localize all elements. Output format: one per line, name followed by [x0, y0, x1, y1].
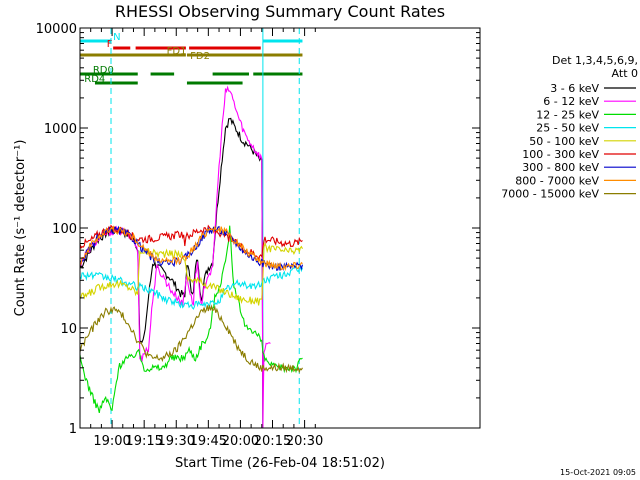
flag-label-n: N: [113, 32, 120, 43]
chart-title: RHESSI Observing Summary Count Rates: [115, 2, 445, 21]
flag-label-rd4: RD4: [84, 74, 105, 85]
x-tick-label: 20:30: [286, 434, 323, 449]
flag-label-fd1: FD1: [167, 46, 187, 57]
series-line-0: [79, 117, 264, 429]
y-tick-label: 10000: [36, 22, 77, 37]
legend-label-3: 25 - 50 keV: [536, 122, 599, 135]
series-line-5: [79, 224, 303, 260]
legend-header-line-1: Det 1,3,4,5,6,9,: [552, 54, 638, 67]
series-line-7: [79, 225, 303, 272]
x-axis-label: Start Time (26-Feb-04 18:51:02): [175, 456, 385, 471]
y-tick-label: 10: [60, 322, 77, 337]
y-tick-label: 1: [69, 422, 77, 437]
legend-label-7: 800 - 7000 keV: [515, 174, 599, 187]
y-axis-label: Count Rate (s⁻¹ detector⁻¹): [13, 140, 28, 317]
flag-label-rd0: RD0: [93, 65, 114, 76]
legend-label-4: 50 - 100 keV: [529, 135, 599, 148]
series-line-1: [79, 85, 271, 429]
legend-label-0: 3 - 6 keV: [550, 82, 599, 95]
y-tick-label: 1000: [44, 122, 77, 137]
legend-label-5: 100 - 300 keV: [522, 148, 599, 161]
legend-header-line-2: Att 0: [612, 67, 638, 80]
legend-label-6: 300 - 800 keV: [522, 161, 599, 174]
legend-label-1: 6 - 12 keV: [543, 95, 599, 108]
series-line-2: [79, 225, 303, 414]
series-line-4: [79, 241, 303, 306]
y-tick-label: 100: [52, 222, 77, 237]
flag-label-fd2: FD2: [190, 51, 210, 62]
x-tick-label: 19:30: [158, 434, 195, 449]
x-tick-label: 20:15: [254, 434, 291, 449]
x-tick-label: 19:15: [125, 434, 162, 449]
legend-label-2: 12 - 25 keV: [536, 108, 599, 121]
legend-label-8: 7000 - 15000 keV: [501, 188, 599, 201]
footer-date: 15-Oct-2021 09:05: [560, 468, 636, 477]
x-tick-label: 19:00: [93, 434, 130, 449]
data-series: [79, 85, 304, 429]
series-line-8: [79, 304, 303, 374]
x-tick-label: 19:45: [190, 434, 227, 449]
flag-label-f: F: [107, 39, 113, 50]
x-tick-label: 20:00: [222, 434, 259, 449]
